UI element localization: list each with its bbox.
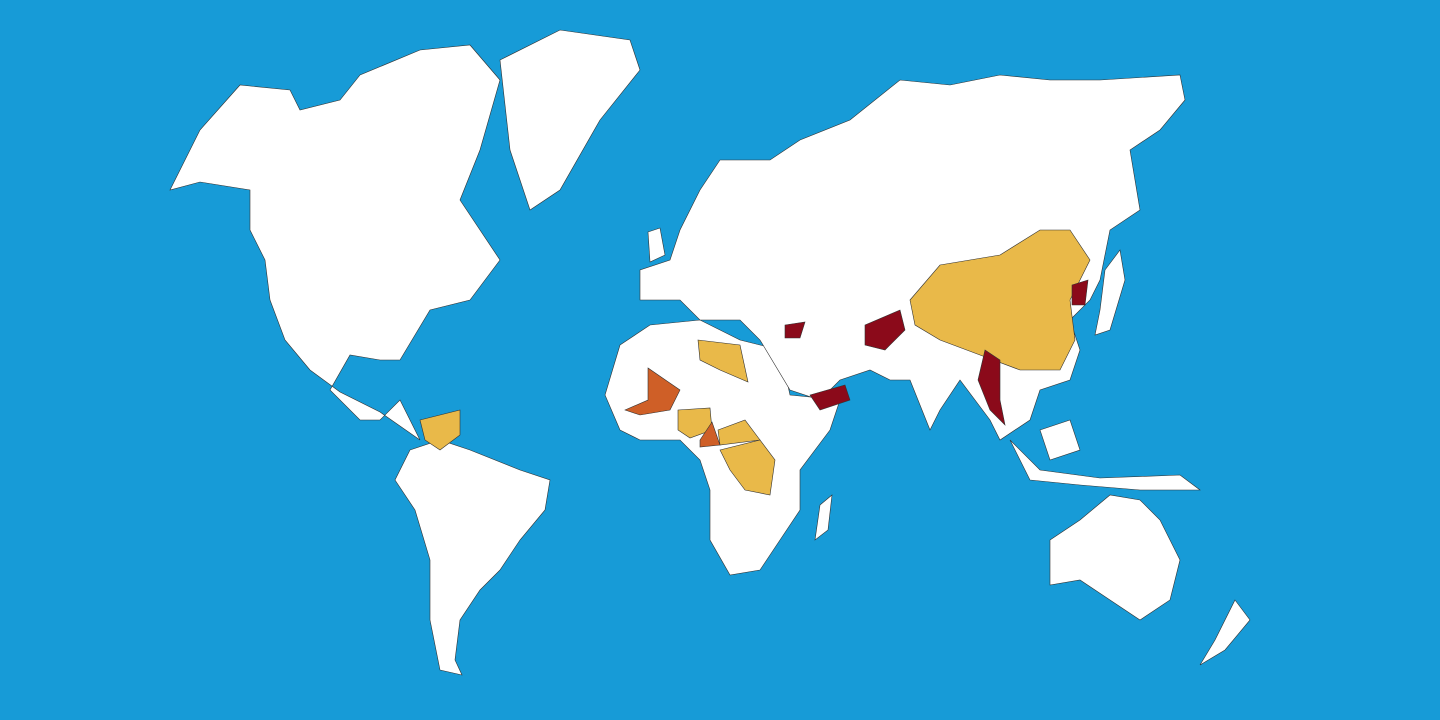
region-mali[interactable] (624, 367, 681, 416)
japan (1094, 249, 1126, 336)
new-zealand (1199, 599, 1251, 666)
region-north-korea[interactable] (1071, 279, 1089, 306)
region-myanmar[interactable] (977, 349, 1006, 426)
region-nigeria[interactable] (677, 407, 713, 439)
region-china[interactable] (909, 229, 1091, 371)
region-venezuela[interactable] (419, 409, 461, 451)
region-dr-congo[interactable] (719, 439, 776, 496)
region-yemen[interactable] (809, 384, 851, 411)
greenland (499, 29, 641, 211)
borneo (1039, 419, 1081, 461)
region-syria[interactable] (784, 321, 806, 339)
united-kingdom (647, 227, 666, 263)
south-america (394, 439, 551, 676)
australia (1049, 494, 1181, 621)
north-america (169, 44, 501, 441)
madagascar (814, 494, 833, 541)
region-libya[interactable] (697, 339, 749, 383)
region-afghanistan[interactable] (864, 309, 906, 351)
indonesia (1009, 439, 1201, 491)
